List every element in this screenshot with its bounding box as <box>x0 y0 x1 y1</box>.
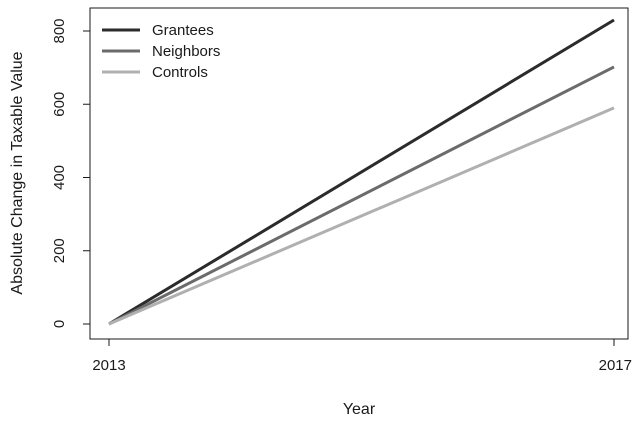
y-axis-title: Absolute Change in Taxable Value <box>9 51 26 294</box>
y-tick-label: 600 <box>51 92 68 117</box>
series-line-grantees <box>108 18 615 326</box>
x-tick-label: 2013 <box>92 357 125 374</box>
legend-label-neighbors: Neighbors <box>152 43 220 60</box>
series-line-neighbors <box>108 65 615 326</box>
y-tick-label: 0 <box>51 320 68 328</box>
x-tick-label: 2017 <box>599 357 632 374</box>
legend: Grantees Neighbors Controls <box>102 22 220 81</box>
y-tick-label: 400 <box>51 165 68 190</box>
legend-label-grantees: Grantees <box>152 22 214 39</box>
plot-frame <box>89 7 629 340</box>
y-tick-label: 800 <box>51 18 68 43</box>
x-axis: 2013 2017 <box>92 339 632 374</box>
y-tick-label: 200 <box>51 238 68 263</box>
series-line-controls <box>108 106 615 326</box>
legend-label-controls: Controls <box>152 64 208 81</box>
x-axis-title: Year <box>343 401 376 418</box>
y-axis: 0 200 400 600 800 <box>51 18 90 328</box>
series-lines <box>108 18 615 326</box>
